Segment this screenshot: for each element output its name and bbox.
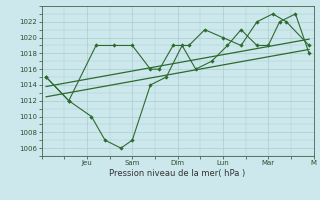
X-axis label: Pression niveau de la mer( hPa ): Pression niveau de la mer( hPa ) xyxy=(109,169,246,178)
